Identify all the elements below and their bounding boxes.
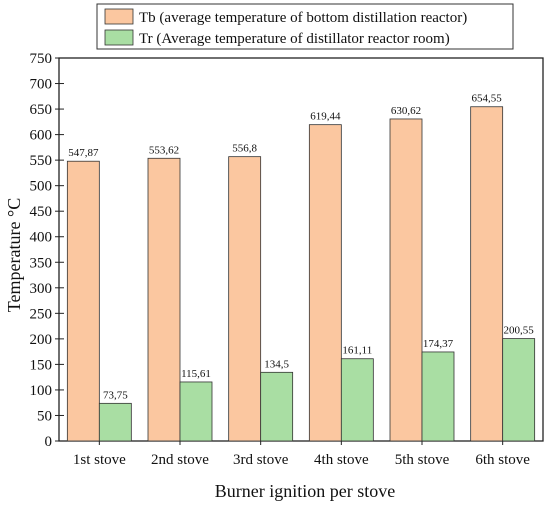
- y-tick-label: 250: [30, 306, 53, 322]
- legend-box: [96, 3, 514, 50]
- bar: [98, 402, 132, 442]
- y-tick-label: 350: [30, 255, 53, 271]
- x-tick-label: 2nd stove: [151, 452, 209, 468]
- y-tick-label: 650: [30, 102, 53, 118]
- data-label: 630,62: [391, 105, 421, 117]
- y-tick-label: 500: [30, 179, 53, 195]
- data-label: 556,8: [232, 143, 257, 155]
- data-label: 654,55: [472, 93, 503, 105]
- bar: [421, 351, 455, 442]
- x-axis-title: Burner ignition per stove: [215, 481, 395, 501]
- bar: [502, 338, 536, 442]
- data-label: 547,87: [68, 147, 99, 159]
- legend: Tb (average temperature of bottom distil…: [96, 3, 514, 50]
- x-tick-label: 4th stove: [314, 452, 369, 468]
- y-tick-label: 700: [30, 77, 53, 93]
- legend-swatch: [104, 8, 134, 25]
- bar: [228, 156, 262, 442]
- legend-label: Tr (Average temperature of distillator r…: [139, 31, 450, 47]
- y-tick-label: 450: [30, 204, 53, 220]
- data-label: 73,75: [103, 389, 128, 401]
- data-label: 115,61: [181, 368, 211, 380]
- y-tick-label: 300: [30, 281, 53, 297]
- y-tick-label: 150: [30, 357, 53, 373]
- x-tick-label: 5th stove: [395, 452, 450, 468]
- y-tick-label: 400: [30, 230, 53, 246]
- bar: [66, 160, 100, 442]
- y-tick-label: 550: [30, 153, 53, 169]
- y-tick-label: 0: [45, 434, 53, 450]
- data-label: 553,62: [149, 144, 179, 156]
- x-tick-label: 6th stove: [475, 452, 530, 468]
- y-tick-label: 50: [37, 408, 52, 424]
- bar: [470, 106, 504, 442]
- bar: [147, 157, 181, 442]
- bar: [308, 124, 342, 442]
- y-axis-title: Temperature °C: [4, 198, 24, 312]
- x-tick-label: 3rd stove: [233, 452, 289, 468]
- legend-label: Tb (average temperature of bottom distil…: [139, 10, 467, 26]
- legend-swatch: [104, 29, 134, 46]
- y-tick-label: 200: [30, 332, 53, 348]
- plot-area: 0 50 100 150 200 250 300 350 400 450 500 550 600 650 7…: [30, 51, 544, 468]
- bar: [340, 358, 374, 442]
- y-tick-label: 100: [30, 383, 53, 399]
- data-label: 174,37: [423, 338, 454, 350]
- bar: [260, 371, 294, 442]
- data-label: 134,5: [264, 358, 289, 370]
- data-label: 161,11: [342, 345, 372, 357]
- y-tick-label: 600: [30, 128, 53, 144]
- data-label: 619,44: [310, 111, 341, 123]
- plot-frame: [58, 57, 544, 442]
- bar: [389, 118, 423, 442]
- y-tick-label: 750: [30, 51, 53, 67]
- x-tick-label: 1st stove: [73, 452, 126, 468]
- data-label: 200,55: [504, 325, 535, 337]
- bar: [179, 381, 213, 442]
